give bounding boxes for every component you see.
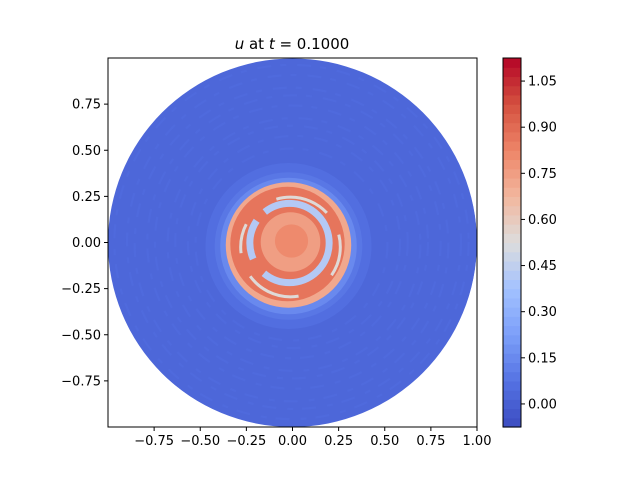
x-tick-label: −0.75 (134, 434, 174, 449)
colorbar-tick-label: 0.15 (528, 351, 557, 366)
colorbar-band (503, 251, 521, 262)
x-axis: −0.75 −0.50 −0.25 0.00 0.25 0.50 0.75 1.00 (134, 427, 491, 449)
gap-band-outer (239, 195, 342, 299)
colorbar-tick-label: 0.30 (528, 305, 557, 320)
colorbar-band (503, 270, 521, 280)
contour-field (108, 58, 477, 427)
colorbar-band (503, 113, 521, 124)
colorbar-band (503, 288, 521, 299)
colorbar-band (503, 260, 521, 271)
chart-title: u at t = 0.1000 (235, 35, 350, 53)
colorbar-band (503, 141, 521, 151)
colorbar-band (503, 177, 521, 188)
x-tick-label: 1.00 (463, 434, 492, 449)
x-tick-label: −0.50 (180, 434, 220, 449)
background-texture-ring (174, 124, 409, 360)
colorbar-band (503, 104, 521, 114)
y-tick-label: 0.00 (72, 236, 101, 251)
colorbar-band (503, 353, 521, 364)
colorbar-band (503, 417, 521, 428)
colorbar-bands (503, 58, 521, 428)
colorbar-band (503, 94, 521, 105)
colorbar-band (503, 159, 521, 170)
colorbar-band (503, 168, 521, 179)
background-texture-ring (194, 147, 389, 342)
x-tick-label: 0.75 (416, 434, 445, 449)
y-tick-label: 0.25 (72, 190, 101, 205)
colorbar-band (503, 76, 521, 87)
background-texture-ring (153, 104, 430, 380)
colorbar-band (503, 297, 521, 308)
colorbar-band (503, 399, 521, 410)
colorbar-band (503, 67, 521, 78)
colorbar-band (503, 58, 521, 68)
colorbar-tick-label: 0.60 (528, 213, 557, 228)
x-tick-label: −0.25 (226, 434, 266, 449)
colorbar-band (503, 224, 521, 234)
colorbar: 0.00 0.15 0.30 0.45 0.60 0.75 0.90 1.05 (502, 57, 557, 428)
background-texture-ring (146, 94, 442, 390)
colorbar-band (503, 390, 521, 400)
colorbar-band (503, 362, 521, 373)
colorbar-band (503, 205, 521, 216)
colorbar-tick-label: 0.90 (528, 121, 557, 136)
inner-core-center (274, 224, 309, 258)
colorbar-band (503, 307, 521, 317)
colorbar-band (503, 380, 521, 391)
colorbar-tick-label: 0.45 (528, 259, 557, 274)
background-texture-ring (113, 63, 470, 421)
y-tick-label: 0.50 (72, 144, 101, 159)
colorbar-band (503, 85, 521, 96)
colorbar-tick-label: 0.00 (528, 397, 557, 412)
colorbar-tick-label: 1.05 (528, 75, 557, 90)
x-tick-label: 0.50 (370, 434, 399, 449)
colorbar-band (503, 122, 521, 133)
colorbar-band (503, 371, 521, 382)
colorbar-ticks: 0.00 0.15 0.30 0.45 0.60 0.75 0.90 1.05 (521, 75, 557, 412)
colorbar-band (503, 196, 521, 207)
y-tick-label: 0.75 (72, 98, 101, 113)
colorbar-band (503, 408, 521, 419)
colorbar-band (503, 316, 521, 327)
colorbar-band (503, 334, 521, 345)
gap-band (246, 199, 333, 287)
y-tick-label: −0.75 (61, 374, 101, 389)
colorbar-tick-label: 0.75 (528, 167, 557, 182)
background-texture-ring (166, 117, 422, 372)
colorbar-band (503, 279, 521, 290)
colorbar-band (503, 242, 521, 253)
colorbar-band (503, 343, 521, 354)
colorbar-frame (502, 57, 522, 428)
y-tick-label: −0.50 (61, 328, 101, 343)
x-tick-label: 0.00 (278, 434, 307, 449)
y-axis: −0.75 −0.50 −0.25 0.00 0.25 0.50 0.75 (61, 98, 108, 389)
background-texture-ring (125, 73, 463, 411)
colorbar-band (503, 214, 521, 225)
colorbar-band (503, 325, 521, 336)
background-texture-ring (186, 134, 402, 350)
colorbar-band (503, 233, 521, 244)
y-tick-label: −0.25 (61, 282, 101, 297)
background-texture-ring (133, 86, 450, 403)
x-tick-label: 0.25 (324, 434, 353, 449)
colorbar-band (503, 131, 521, 142)
colorbar-band (503, 150, 521, 161)
colorbar-band (503, 187, 521, 197)
